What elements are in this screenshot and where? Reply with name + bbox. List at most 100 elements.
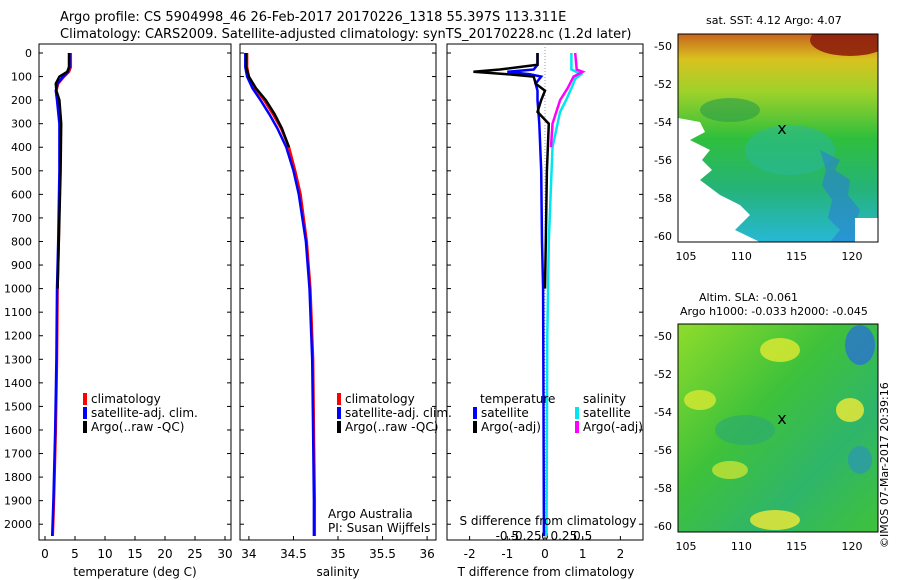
difference-legend: temperature salinity satellite Argo(-adj… <box>460 392 643 528</box>
depth-tick-label: 1300 <box>4 353 32 366</box>
longitude-tick-label: 110 <box>731 250 752 263</box>
salinity-panel-frame <box>239 43 437 541</box>
legend-swatch-climatology <box>337 393 341 405</box>
temperature-panel-frame <box>38 43 232 541</box>
depth-tick-label: 900 <box>11 259 32 272</box>
s-difference-tick-label: 0.25 <box>550 529 577 543</box>
sla-map: x <box>677 323 879 533</box>
legend-label-t-argo: Argo(-adj) <box>481 420 541 434</box>
longitude-tick-label: 120 <box>842 250 863 263</box>
latitude-tick-label: -50 <box>654 40 672 53</box>
legend-label-argo: Argo(..raw -QC) <box>91 420 184 434</box>
series-line-argo-raw-qc- <box>54 53 71 289</box>
legend-head-temperature: temperature <box>480 392 555 406</box>
s-difference-tick-label: -0.5 <box>496 529 519 543</box>
sla-high-patch <box>684 390 716 410</box>
temperature-tick-label: 0 <box>41 547 49 561</box>
sla-float-marker: x <box>777 409 786 428</box>
chart-title-line1: Argo profile: CS 5904998_46 26-Feb-2017 … <box>60 10 567 25</box>
sst-map-frame <box>677 33 879 243</box>
sst-cloud-mask <box>678 118 760 242</box>
temperature-tick-label: 10 <box>97 547 112 561</box>
legend-swatch-t-satellite <box>473 407 477 419</box>
salinity-tick-label: 36 <box>419 547 434 561</box>
s-difference-tick-label: 0.5 <box>573 529 592 543</box>
depth-tick-label: 700 <box>11 212 32 225</box>
latitude-tick-label: -60 <box>654 520 672 533</box>
depth-tick-label: 0 <box>25 47 32 60</box>
legend-swatch-satellite <box>337 407 341 419</box>
latitude-tick-label: -58 <box>654 192 672 205</box>
series-line-temperature-argo-adj- <box>473 53 551 289</box>
salinity-axis-label: salinity <box>316 565 359 579</box>
temperature-tick-label: 25 <box>187 547 202 561</box>
temperature-tick-label: 5 <box>71 547 79 561</box>
credit-pi: PI: Susan Wijffels <box>328 521 430 535</box>
series-line-salinity-satellite <box>545 53 584 537</box>
s-difference-tick-label: -0.25 <box>511 529 542 543</box>
latitude-tick-label: -52 <box>654 368 672 381</box>
latitude-tick-label: -60 <box>654 230 672 243</box>
legend-label-climatology: climatology <box>91 392 161 406</box>
sst-blue-patch <box>820 150 878 242</box>
depth-tick-label: 500 <box>11 165 32 178</box>
legend-label-t-satellite: satellite <box>481 406 529 420</box>
legend-label-argo: Argo(..raw -QC) <box>345 420 438 434</box>
sla-low-patch <box>715 415 775 445</box>
latitude-tick-label: -54 <box>654 116 672 129</box>
depth-tick-label: 1500 <box>4 400 32 413</box>
longitude-tick-label: 105 <box>676 540 697 553</box>
sla-low-patch <box>845 325 875 365</box>
temperature-legend: climatology satellite-adj. clim. Argo(..… <box>83 392 198 434</box>
depth-tick-label: 1800 <box>4 471 32 484</box>
depth-tick-label: 400 <box>11 141 32 154</box>
sla-high-patch <box>836 398 864 422</box>
depth-tick-label: 300 <box>11 118 32 131</box>
depth-tick-label: 1200 <box>4 330 32 343</box>
depth-tick-label: 1700 <box>4 448 32 461</box>
depth-tick-label: 2000 <box>4 518 32 531</box>
sst-map: x <box>677 33 879 243</box>
chart-title-line2: Climatology: CARS2009. Satellite-adjuste… <box>60 27 632 42</box>
longitude-tick-label: 120 <box>842 540 863 553</box>
sst-warm-patch <box>810 34 878 56</box>
longitude-tick-label: 105 <box>676 250 697 263</box>
temperature-tick-label: 30 <box>217 547 232 561</box>
longitude-tick-label: 115 <box>786 250 807 263</box>
series-line-temperature-satellite <box>507 53 546 537</box>
salinity-tick-label: 35 <box>330 547 345 561</box>
latitude-tick-label: -50 <box>654 330 672 343</box>
depth-tick-label: 100 <box>11 71 32 84</box>
t-difference-tick-label: -1 <box>501 547 513 561</box>
sst-patch <box>700 98 760 122</box>
depth-tick-label: 1000 <box>4 283 32 296</box>
legend-swatch-t-argo <box>473 421 477 433</box>
t-difference-tick-label: -2 <box>464 547 476 561</box>
legend-swatch-s-argo <box>575 421 579 433</box>
depth-tick-label: 800 <box>11 235 32 248</box>
depth-tick-label: 1600 <box>4 424 32 437</box>
t-difference-tick-label: 1 <box>579 547 587 561</box>
sla-map-title1: Altim. SLA: -0.061 <box>699 291 799 304</box>
temperature-tick-label: 15 <box>127 547 142 561</box>
depth-tick-label: 1100 <box>4 306 32 319</box>
legend-swatch-argo <box>337 421 341 433</box>
legend-swatch-s-satellite <box>575 407 579 419</box>
sla-map-title2: Argo h1000: -0.033 h2000: -0.045 <box>680 305 868 318</box>
legend-swatch-climatology <box>83 393 87 405</box>
latitude-tick-label: -58 <box>654 482 672 495</box>
sst-map-title: sat. SST: 4.12 Argo: 4.07 <box>706 14 842 27</box>
legend-label-satellite: satellite-adj. clim. <box>91 406 198 420</box>
salinity-tick-label: 35.5 <box>369 547 396 561</box>
sla-high-patch <box>712 461 748 479</box>
salinity-tick-label: 34.5 <box>280 547 307 561</box>
series-line-argo-raw-qc- <box>244 53 291 148</box>
sla-high-patch <box>750 510 800 530</box>
latitude-tick-label: -56 <box>654 444 672 457</box>
series-line-satellite-adj-clim- <box>244 53 316 536</box>
sst-float-marker: x <box>777 119 786 138</box>
sst-land-mask <box>855 218 878 242</box>
depth-tick-label: 600 <box>11 188 32 201</box>
sst-cool-patch <box>745 125 835 175</box>
